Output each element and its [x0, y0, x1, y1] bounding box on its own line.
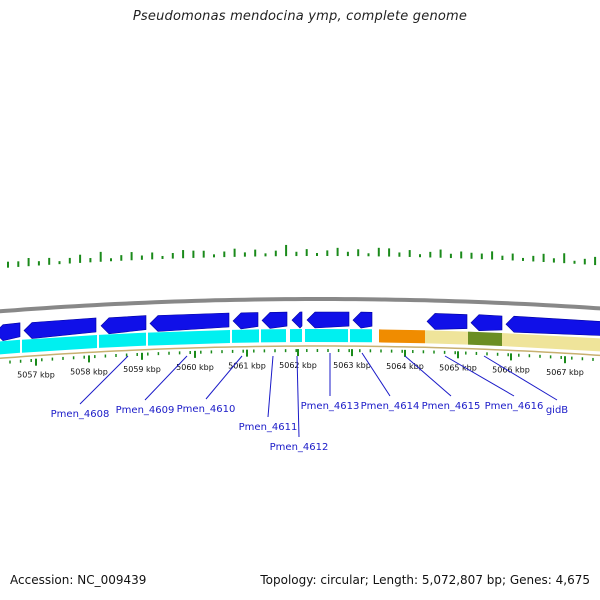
reverse-feature-block — [99, 332, 146, 348]
gene-label: Pmen_4609 — [116, 405, 175, 416]
position-tick-label: 5062 kbp — [279, 361, 317, 370]
forward-gene-arrow — [100, 315, 147, 335]
forward-gene-arrow — [0, 322, 21, 342]
reverse-feature-block — [350, 329, 372, 343]
forward-gene-arrow — [232, 312, 259, 330]
label-leader-line — [79, 355, 129, 405]
position-tick-label: 5067 kbp — [546, 368, 584, 377]
forward-gene-arrow — [352, 311, 373, 329]
label-leader-line — [361, 352, 391, 397]
gene-label: Pmen_4613 — [301, 401, 360, 412]
topology-summary: Topology: circular; Length: 5,072,807 bp… — [260, 573, 590, 587]
inner-backbone — [0, 345, 600, 360]
label-leader-line — [483, 355, 558, 401]
position-tick-label: 5060 kbp — [176, 363, 214, 372]
reverse-feature-block — [290, 329, 302, 343]
reverse-feature-block — [261, 329, 286, 343]
forward-gene-track — [0, 311, 600, 342]
gene-label: gidB — [546, 405, 568, 416]
forward-gene-arrow — [470, 314, 503, 332]
label-leader-line — [296, 355, 300, 438]
label-leader-line — [404, 355, 452, 397]
forward-gene-arrow — [149, 312, 230, 332]
reverse-feature-block — [305, 329, 348, 343]
position-tick-label: 5058 kbp — [70, 367, 108, 376]
reverse-feature-block — [502, 333, 600, 352]
gc-skew-track — [7, 244, 597, 268]
gene-labels: Pmen_4608 Pmen_4609 Pmen_4610Pmen_4611Pmen… — [51, 352, 568, 453]
map-title: Pseudomonas mendocina ymp, complete geno… — [132, 9, 468, 24]
label-leader-line — [444, 355, 515, 397]
position-ticks: 5057 kbp 5058 kbp 5059 kbp 5060 kbp 5061 kbp… — [9, 349, 594, 380]
forward-gene-arrow — [261, 311, 288, 329]
label-leader-line — [144, 355, 188, 401]
label-leader-line — [205, 355, 243, 400]
reverse-cds-track — [0, 329, 600, 355]
position-tick-label: 5066 kbp — [492, 365, 530, 374]
position-tick-label: 5063 kbp — [333, 361, 371, 370]
forward-gene-arrow — [505, 315, 600, 336]
position-tick-label: 5061 kbp — [228, 362, 266, 371]
gene-label: Pmen_4616 — [485, 401, 544, 412]
label-leader-line — [267, 355, 274, 418]
reverse-feature-block — [22, 335, 97, 353]
gene-label: Pmen_4610 — [177, 404, 236, 415]
gene-label: Pmen_4608 — [51, 409, 110, 420]
reverse-feature-block — [425, 330, 468, 345]
position-tick-label: 5057 kbp — [17, 371, 55, 380]
gene-label: Pmen_4614 — [361, 401, 420, 412]
forward-gene-arrow — [291, 311, 303, 329]
gene-label: Pmen_4612 — [270, 442, 329, 453]
reverse-feature-block — [379, 329, 425, 344]
reverse-feature-block — [0, 339, 20, 355]
forward-gene-arrow — [23, 317, 97, 339]
forward-gene-arrow — [426, 313, 468, 330]
position-tick-label: 5064 kbp — [386, 362, 424, 371]
reverse-feature-block — [148, 330, 230, 346]
forward-gene-arrow — [306, 311, 350, 329]
position-tick-label: 5059 kbp — [123, 365, 161, 374]
outer-backbone — [0, 297, 600, 314]
position-tick-label: 5065 kbp — [439, 363, 477, 372]
reverse-feature-block — [468, 331, 502, 346]
gene-label: Pmen_4611 — [239, 422, 298, 433]
reverse-feature-block — [232, 329, 259, 343]
backbone-track — [0, 297, 600, 360]
gene-label: Pmen_4615 — [422, 401, 481, 412]
accession-text: Accession: NC_009439 — [10, 573, 147, 587]
